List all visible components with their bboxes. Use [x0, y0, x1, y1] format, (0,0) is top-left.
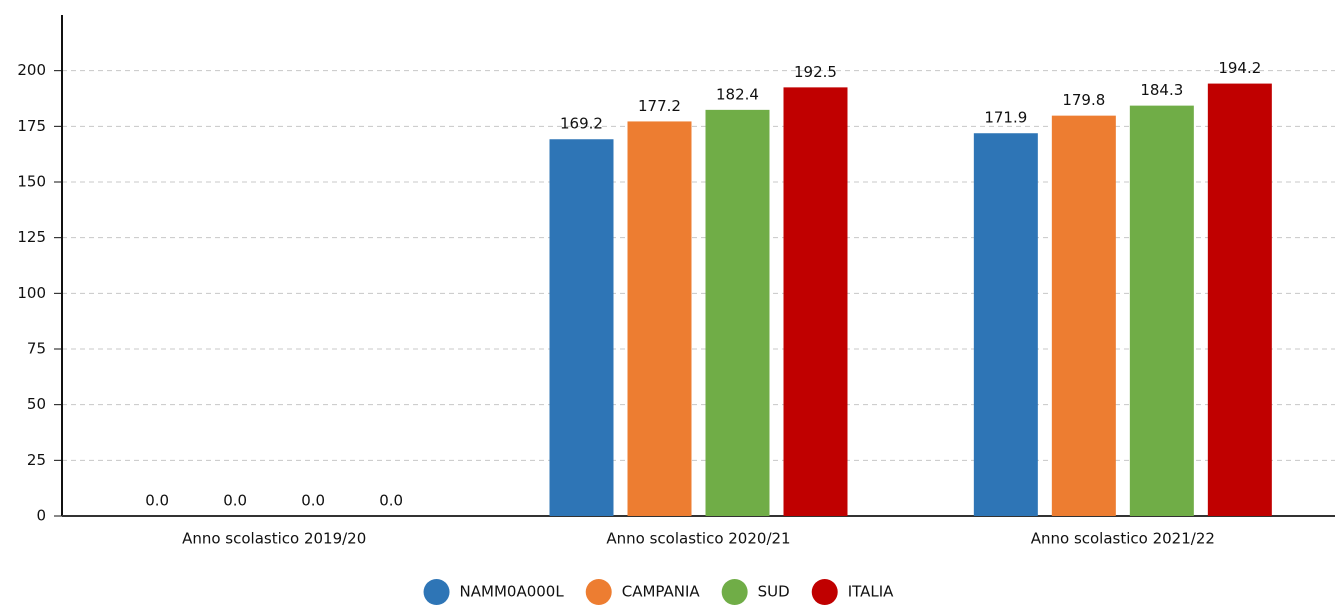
legend-label: SUD [758, 583, 790, 601]
x-tick-label: Anno scolastico 2021/22 [1031, 530, 1215, 548]
x-tick-label: Anno scolastico 2019/20 [182, 530, 366, 548]
value-label: 192.5 [794, 63, 837, 81]
value-label: 0.0 [301, 492, 325, 510]
bar [1207, 83, 1272, 517]
value-label: 179.8 [1062, 91, 1105, 109]
value-label: 194.2 [1218, 59, 1261, 77]
legend-label: CAMPANIA [622, 583, 701, 601]
value-label: 169.2 [560, 115, 603, 133]
bar [1051, 115, 1116, 517]
bar [627, 121, 692, 517]
y-tick-label: 100 [17, 284, 46, 302]
y-tick-label: 25 [27, 451, 46, 469]
legend-marker [585, 579, 612, 605]
legend-label: NAMM0A000L [460, 583, 565, 601]
bar [549, 139, 614, 517]
y-tick-label: 125 [17, 228, 46, 246]
y-tick-label: 75 [27, 340, 46, 358]
y-tick-label: 200 [17, 61, 46, 79]
value-label: 177.2 [638, 97, 681, 115]
x-tick-label: Anno scolastico 2020/21 [606, 530, 790, 548]
y-tick-label: 175 [17, 117, 46, 135]
legend-marker [721, 579, 748, 605]
legend-marker [423, 579, 450, 605]
bar [783, 87, 848, 516]
y-tick-label: 50 [27, 395, 46, 413]
y-tick-label: 150 [17, 173, 46, 191]
value-label: 0.0 [379, 492, 403, 510]
legend-marker [811, 579, 838, 605]
value-label: 184.3 [1140, 81, 1183, 99]
bar [1129, 105, 1194, 516]
value-label: 182.4 [716, 85, 759, 103]
bar [705, 109, 770, 516]
value-label: 0.0 [145, 492, 169, 510]
legend-label: ITALIA [848, 583, 894, 601]
y-tick-label: 0 [36, 507, 46, 525]
bar [973, 133, 1038, 516]
value-label: 171.9 [984, 109, 1027, 127]
value-label: 0.0 [223, 492, 247, 510]
